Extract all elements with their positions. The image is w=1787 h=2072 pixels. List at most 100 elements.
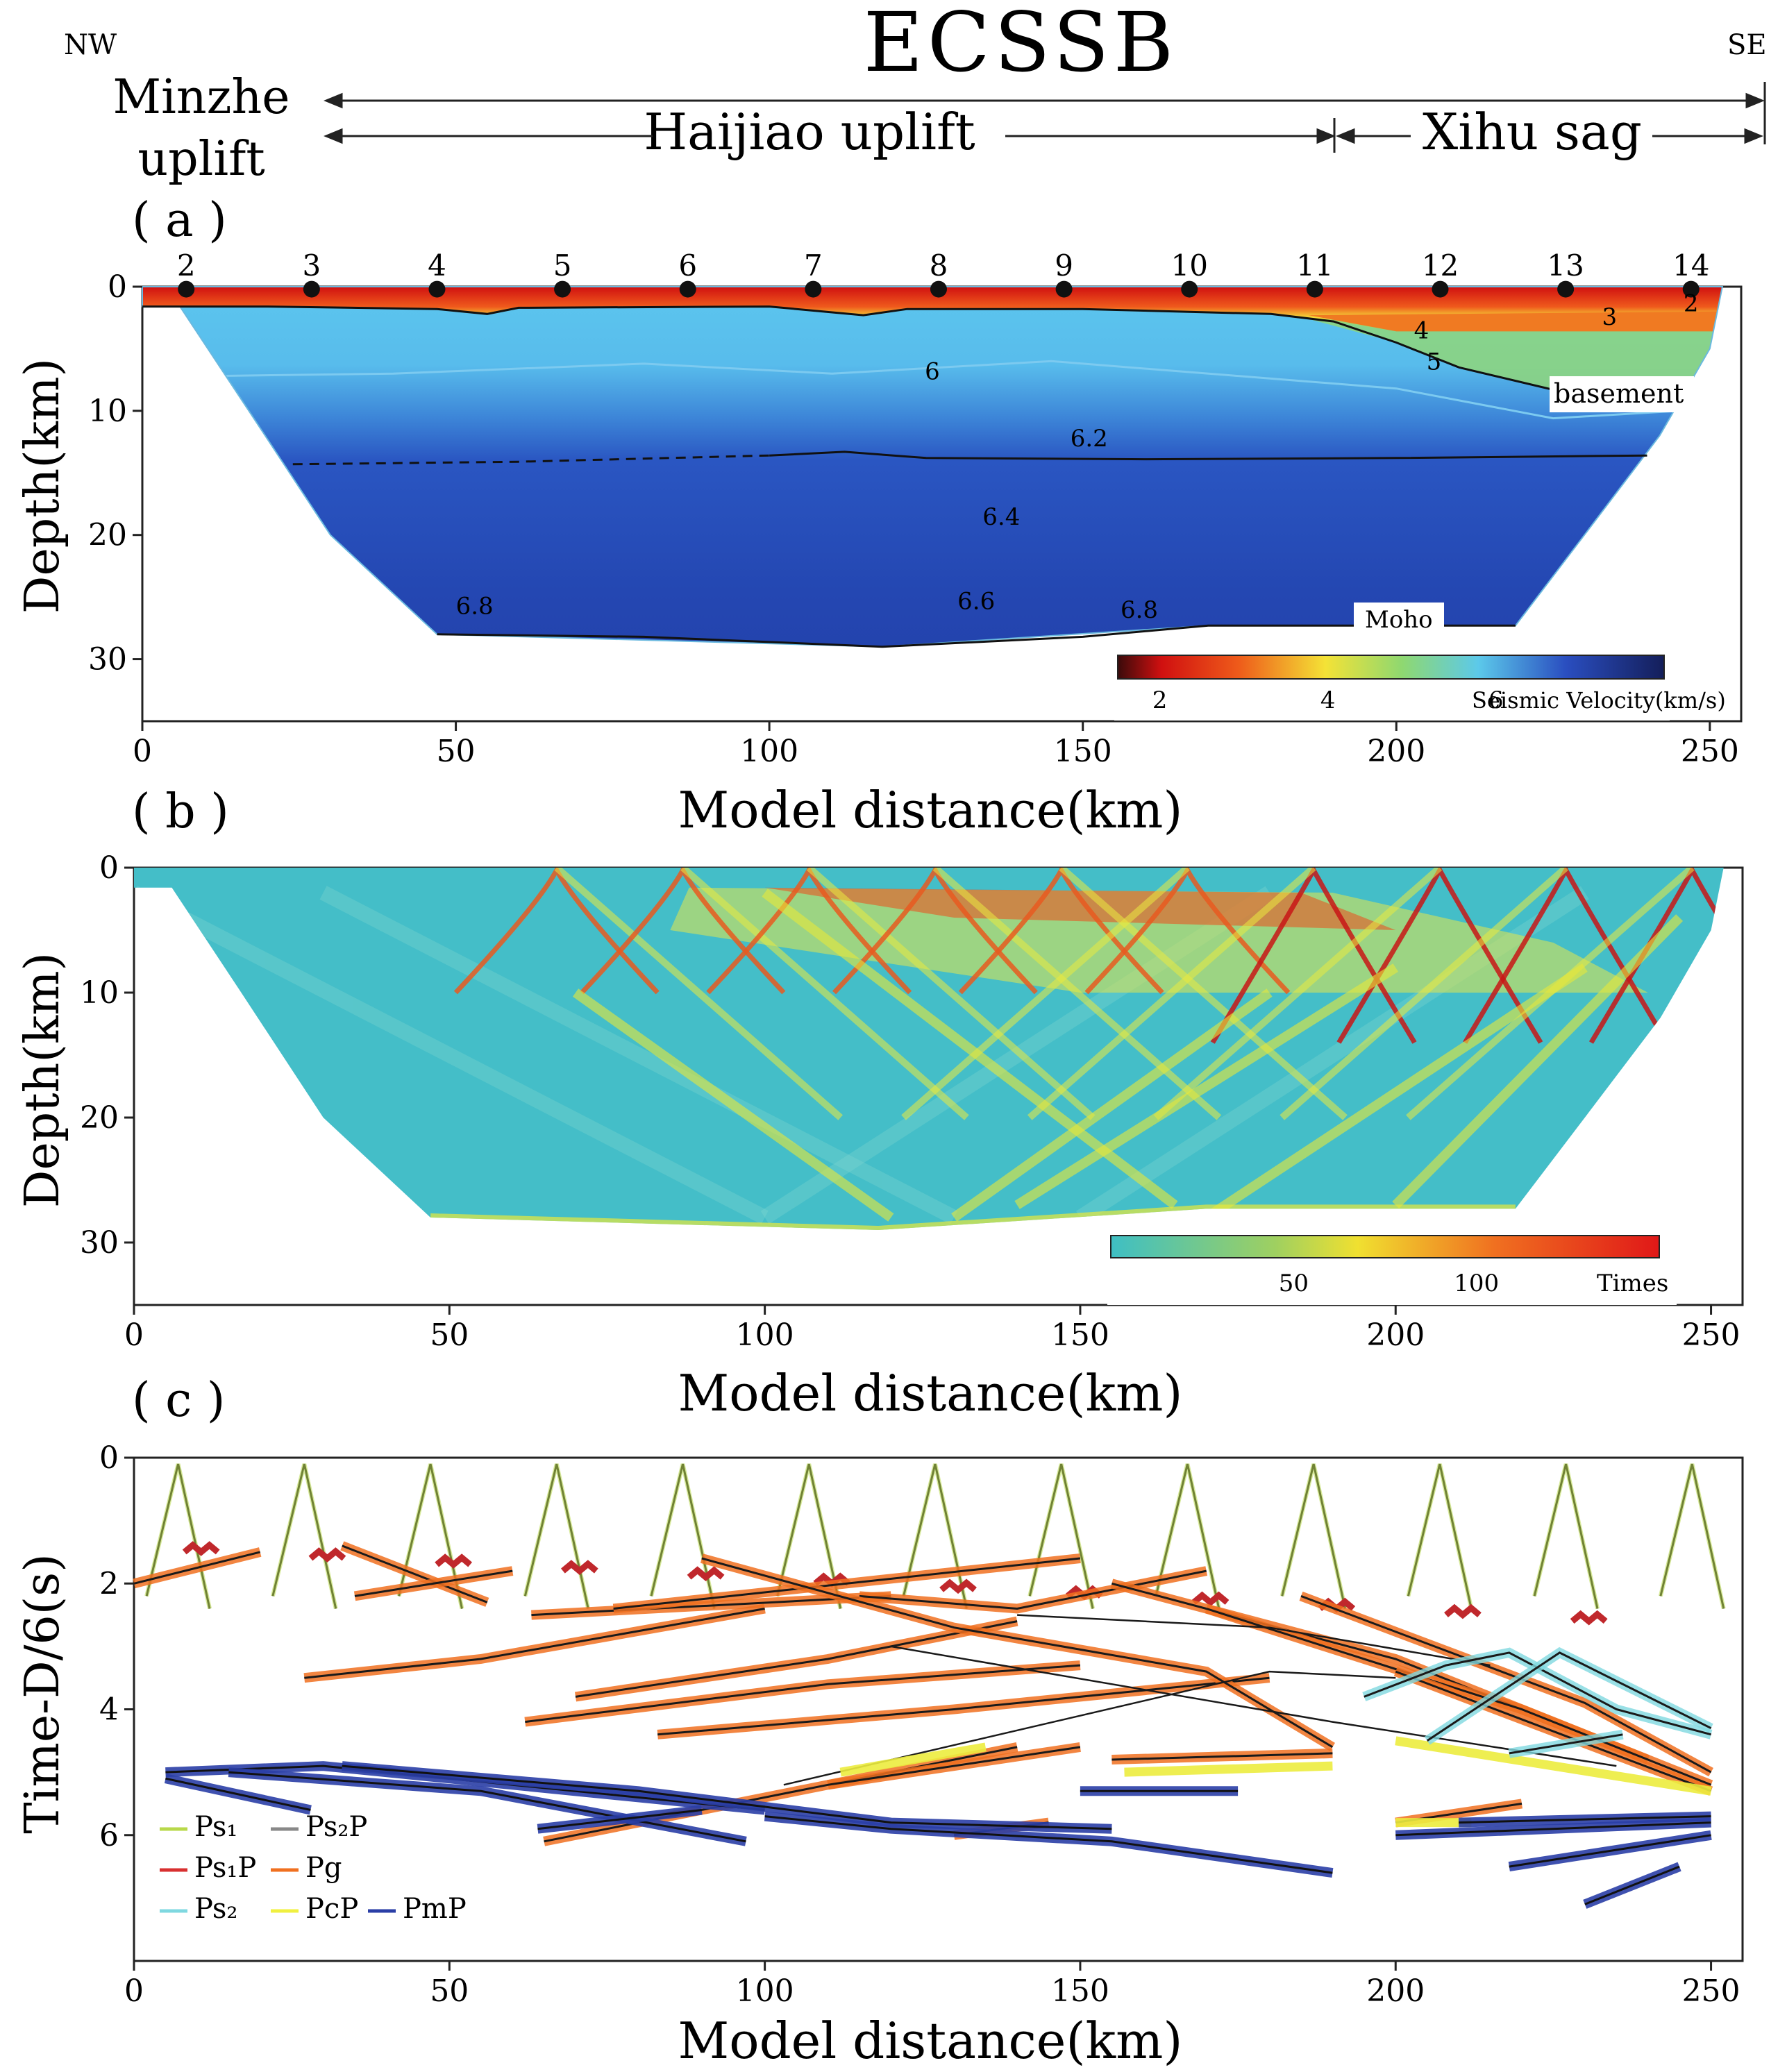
- ps1p-pick: [687, 1566, 725, 1582]
- panel-a: ( a ) 2 3 4 5 6 7 8 9 10 11 12 13 14 2 3 4 5 6 6.2 6.4 6.6 6…: [15, 193, 1743, 839]
- basement-label: basement: [1554, 378, 1684, 409]
- pg-calculated: [613, 1557, 1081, 1610]
- model-outline: [142, 286, 1724, 648]
- pg-calculated: [1111, 1752, 1333, 1761]
- ps1-observed: [1280, 1463, 1348, 1610]
- panel-a-label: ( a ): [132, 193, 227, 248]
- ps1-branch: [271, 1463, 337, 1609]
- ps1-observed: [1406, 1463, 1474, 1610]
- contour-label: 4: [1414, 317, 1429, 345]
- hit-colorbar-ticks: 50 100: [1279, 1270, 1499, 1297]
- pg-calculated: [1206, 1608, 1712, 1786]
- pg-calculated: [575, 1620, 1018, 1698]
- ps1-observed: [1532, 1463, 1600, 1610]
- ps2p-curve: [1017, 1614, 1491, 1667]
- panel-b-ylabel: Depth(km): [15, 952, 70, 1208]
- obs-station-marker: [679, 280, 696, 298]
- ray-hit-count-map: [134, 868, 1724, 1230]
- basement-line: [142, 305, 1647, 395]
- contour-label: 2: [1684, 289, 1699, 317]
- ray-deep-path: [1153, 868, 1443, 1120]
- velocity-colorbar-tick: 6: [1488, 687, 1504, 714]
- ray-hot-zone: [764, 887, 1396, 930]
- ray-deep-path: [554, 868, 843, 1120]
- obs-station-marker: [1181, 280, 1198, 298]
- obs-station-marker: [1682, 280, 1700, 298]
- obs-station-marker: [1432, 280, 1449, 298]
- panel-c-xtick-label: 100: [736, 1973, 794, 2009]
- panel-a-ytick-label: 30: [88, 642, 127, 677]
- pcp-observed: [839, 1742, 987, 1777]
- panel-b-ytick-label: 10: [80, 975, 119, 1011]
- velocity-colorbar: [1117, 655, 1665, 680]
- obs-station-marker: [178, 280, 195, 298]
- ps1p-pick: [182, 1541, 220, 1556]
- obs-station-label: 6: [678, 249, 697, 283]
- ps1-observed: [775, 1463, 843, 1610]
- pg-calculated: [304, 1608, 765, 1679]
- ps1p-pick: [308, 1547, 346, 1563]
- obs-station-label: 3: [302, 249, 321, 283]
- panel-b-xtick-label: 150: [1051, 1317, 1109, 1353]
- velocity-colorbar-label: Seismic Velocity(km/s): [1472, 687, 1726, 714]
- moho-label: Moho: [1365, 606, 1433, 634]
- pmp-calculated: [1584, 1865, 1680, 1905]
- panel-a-ytick-label: 10: [88, 394, 127, 429]
- panel-c-xtick-label: 200: [1366, 1973, 1425, 2009]
- obs-stations: 2 3 4 5 6 7 8 9 10 11 12 13 14: [177, 249, 1709, 298]
- pg-calculated: [1395, 1670, 1712, 1792]
- obs-station-marker: [1557, 280, 1575, 298]
- obs-station-marker: [1055, 280, 1073, 298]
- pmp-calculated: [1459, 1815, 1711, 1824]
- panel-b-ytick-label: 30: [80, 1225, 119, 1261]
- moho-reflection-hits: [430, 1204, 1516, 1230]
- interface-6-2-line: [769, 450, 1647, 461]
- obs-station-label: 13: [1547, 249, 1584, 283]
- pmp-calculated: [764, 1815, 1333, 1874]
- panel-b: ( b ) 50 100 Times 0 50 100 150 200 250 0 10 20 30…: [15, 784, 1744, 1422]
- contour-label: 6.8: [1121, 596, 1158, 624]
- panel-c-xlabel: Model distance(km): [678, 2012, 1183, 2070]
- pmp-calculated: [1395, 1821, 1711, 1837]
- ps1p-pick: [1191, 1591, 1230, 1607]
- ray-dense-zone: [670, 887, 1648, 993]
- panel-b-xtick-label: 100: [736, 1317, 794, 1353]
- panel-b-xlabel: Model distance(km): [678, 1364, 1183, 1422]
- contour-label: 3: [1602, 303, 1618, 331]
- panel-c-ytick-label: 4: [99, 1692, 119, 1728]
- pmp-calculated: [228, 1771, 746, 1843]
- panel-a-xtick-label: 50: [437, 734, 476, 769]
- ray-band: [1014, 963, 1398, 1209]
- xihu-sag-sediment-wedge: [1308, 319, 1722, 394]
- region-arrows: [324, 82, 1766, 153]
- obs-station-label: 2: [177, 249, 196, 283]
- ray-paths: [134, 868, 1724, 1230]
- ps1p-pick: [1444, 1603, 1482, 1619]
- hit-colorbar-tick: 100: [1454, 1270, 1499, 1297]
- ray-deep-path: [680, 868, 969, 1120]
- ray-deep-path: [806, 868, 1096, 1120]
- ps2-calculated: [1426, 1651, 1712, 1742]
- obs-station-label: 10: [1171, 249, 1208, 283]
- obs-station-marker: [428, 280, 446, 298]
- panel-b-ytick-label: 20: [80, 1100, 119, 1136]
- panel-a-xtick-label: 200: [1367, 734, 1425, 769]
- contour-label: 6: [925, 358, 940, 386]
- obs-station-label: 7: [804, 249, 823, 283]
- obs-station-marker: [805, 280, 822, 298]
- ray-band-faint: [319, 886, 958, 1224]
- pmp-calculated: [537, 1809, 702, 1830]
- traveltime-curves: [133, 1463, 1726, 1909]
- figure-header: ECSSB NW SE Minzhe uplift Haijiao uplift…: [64, 0, 1767, 187]
- legend-label: Ps₁: [194, 1811, 237, 1843]
- panel-c-xtick-label: 150: [1051, 1973, 1109, 2009]
- contour-label: 6.8: [456, 593, 494, 621]
- direction-nw-label: NW: [64, 29, 117, 61]
- ps2-calculated: [1364, 1651, 1711, 1736]
- pg-calculated: [342, 1544, 488, 1603]
- ps1-observed: [523, 1463, 591, 1610]
- figure-title: ECSSB: [864, 0, 1178, 90]
- panel-c-ytick-label: 6: [99, 1818, 119, 1853]
- ps2p-curve: [783, 1670, 1396, 1786]
